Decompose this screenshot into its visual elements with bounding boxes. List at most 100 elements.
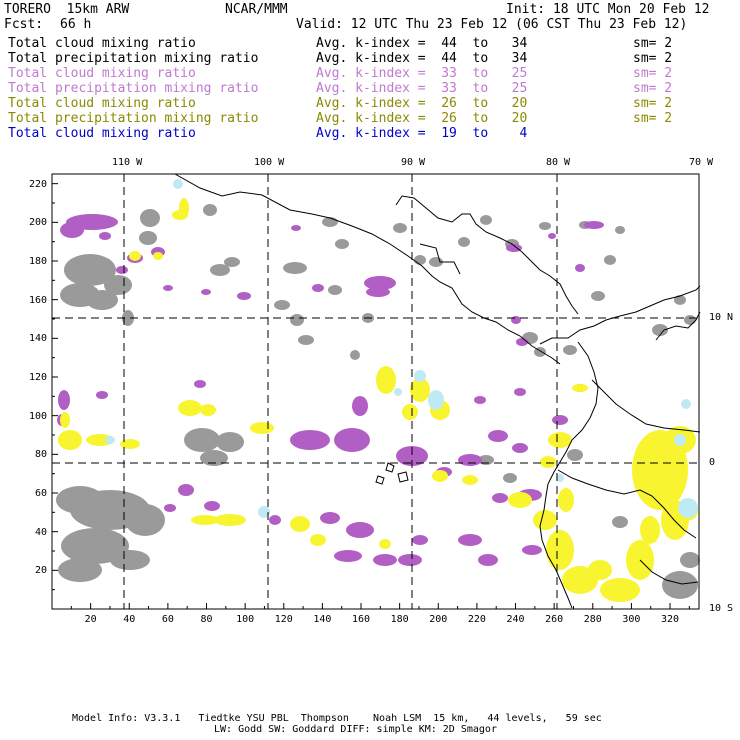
organization: NCAR/MMM — [225, 2, 288, 17]
cloud-blob — [480, 215, 492, 225]
cloud-blob — [681, 399, 691, 409]
cloud-blob — [200, 404, 216, 416]
gray-cloud-field — [56, 204, 700, 599]
legend-field-1: Total cloud mixing ratio — [8, 36, 196, 51]
y-tick-100: 100 — [29, 410, 48, 422]
cloud-blob — [210, 264, 230, 276]
cloud-blob — [58, 430, 82, 450]
legend-field-2: Total precipitation mixing ratio — [8, 51, 259, 66]
cloud-blob — [558, 488, 574, 512]
cloud-blob — [412, 535, 428, 545]
lon-label-100w: 100 W — [254, 157, 285, 168]
cloud-blob — [402, 404, 418, 420]
y-tick-60: 60 — [35, 488, 48, 499]
cloud-blob — [184, 428, 220, 452]
cloud-blob — [350, 350, 360, 360]
cloud-blob — [575, 264, 585, 272]
cloud-blob — [396, 446, 428, 466]
cloud-blob — [674, 295, 686, 305]
cloud-blob — [173, 179, 183, 189]
legend-kindex-3: Avg. k-index = 33 to 25 — [316, 66, 528, 81]
cloud-blob — [366, 287, 390, 297]
cloud-blob — [410, 378, 430, 402]
yellow-cloud-field — [58, 198, 698, 602]
cloud-blob — [503, 473, 517, 483]
y-tick-180: 180 — [29, 256, 48, 267]
cloud-blob — [99, 232, 111, 240]
cloud-blob — [214, 514, 246, 526]
model-info-line1: Model Info: V3.3.1 Tiedtke YSU PBL Thomp… — [72, 713, 602, 724]
legend-sm-6: sm= 2 — [633, 111, 673, 126]
cloud-blob — [662, 571, 698, 599]
cloud-blob — [458, 454, 482, 466]
cloud-blob — [379, 539, 391, 549]
legend-sm-2: sm= 2 — [633, 51, 673, 66]
x-tick-240: 240 — [506, 614, 525, 625]
y-tick-140: 140 — [29, 333, 48, 345]
cloud-blob — [60, 222, 84, 238]
cloud-blob — [511, 316, 521, 324]
cloud-blob — [458, 237, 470, 247]
cloud-blob — [548, 233, 556, 239]
cloud-blob — [516, 338, 528, 346]
cloud-blob — [60, 412, 70, 428]
legend-kindex-1: Avg. k-index = 44 to 34 — [316, 36, 528, 51]
x-tick-120: 120 — [274, 614, 293, 625]
cloud-blob — [283, 262, 307, 274]
cloud-blob — [216, 432, 244, 452]
y-tick-20: 20 — [35, 565, 48, 577]
lon-label-80w: 80 W — [546, 157, 571, 168]
cloud-blob — [394, 388, 402, 396]
cloud-blob — [178, 484, 194, 496]
y-tick-40: 40 — [35, 526, 48, 538]
cloud-blob — [640, 516, 660, 544]
lat-label-equator: 0 — [709, 457, 716, 468]
cloud-blob — [194, 380, 206, 388]
cloud-blob — [506, 244, 522, 252]
cloud-blob — [290, 516, 310, 532]
y-tick-80: 80 — [35, 449, 48, 461]
cloud-blob — [533, 510, 557, 530]
cloud-blob — [684, 315, 696, 325]
legend-field-6: Total precipitation mixing ratio — [8, 111, 259, 126]
cloud-blob — [600, 578, 640, 602]
cloud-blob — [346, 522, 374, 538]
cloud-blob — [64, 254, 116, 286]
map-frame — [51, 173, 700, 610]
cloud-blob — [563, 345, 577, 355]
cloud-blob — [540, 456, 556, 468]
cloud-blob — [572, 384, 588, 392]
cloud-blob — [335, 239, 349, 249]
cloud-blob — [652, 324, 668, 336]
x-tick-280: 280 — [583, 614, 602, 625]
x-tick-220: 220 — [467, 614, 486, 625]
cloud-blob — [474, 396, 486, 404]
cloud-blob — [584, 221, 604, 229]
cloud-blob — [290, 314, 304, 326]
cloud-blob — [539, 222, 551, 230]
cloud-blob — [462, 475, 478, 485]
cloud-blob — [612, 516, 628, 528]
cloud-blob — [334, 428, 370, 452]
cloud-blob — [556, 474, 564, 482]
cloud-blob — [120, 439, 140, 449]
y-tick-200: 200 — [29, 217, 48, 229]
cloud-blob — [492, 493, 508, 503]
lat-label-10s: 10 S — [709, 603, 734, 614]
cloud-blob — [522, 545, 542, 555]
cloud-blob — [373, 554, 397, 566]
init-time: Init: 18 UTC Mon 20 Feb 12 — [506, 2, 710, 17]
cloud-blob — [567, 449, 583, 461]
x-tick-40: 40 — [123, 614, 136, 625]
cloud-blob — [514, 388, 526, 396]
coastlines — [174, 173, 701, 609]
cloud-blob — [591, 291, 605, 301]
cloud-blob — [250, 422, 274, 434]
legend-kindex-6: Avg. k-index = 26 to 20 — [316, 111, 528, 126]
cloud-blob — [104, 275, 132, 295]
cloud-blob — [96, 391, 108, 399]
legend-sm-5: sm= 2 — [633, 96, 673, 111]
lat-lon-grid — [52, 174, 699, 609]
cloud-blob — [122, 310, 134, 326]
x-tick-260: 260 — [545, 614, 564, 625]
